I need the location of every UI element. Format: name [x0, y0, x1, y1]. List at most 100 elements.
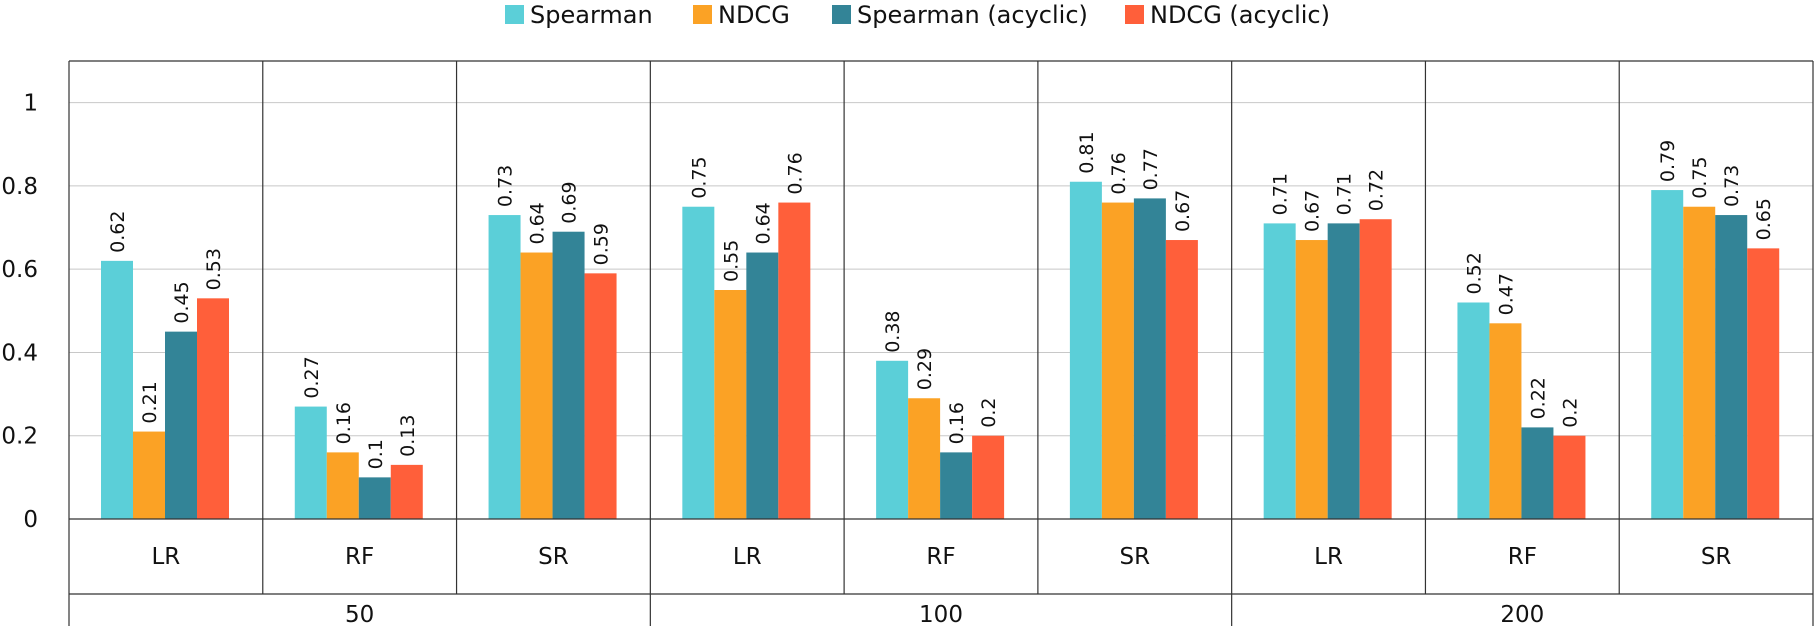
bar-200-LR-series-2 [1295, 240, 1328, 519]
bar-200-SR-series-2 [1683, 206, 1716, 519]
legend-label-3: Spearman (acyclic) [857, 1, 1088, 29]
y-tick-label: 0.6 [1, 257, 38, 283]
category-label: SR [1119, 544, 1150, 570]
bar-100-SR-series-4 [1165, 240, 1198, 519]
y-tick-label: 0.4 [1, 340, 38, 366]
y-tick-label: 1 [23, 91, 38, 117]
bar-value-label: 0.38 [882, 310, 904, 352]
bar-value-label: 0.55 [720, 240, 742, 282]
category-label: LR [151, 544, 180, 570]
y-axis-ticks: 0 0.2 0.4 0.6 0.8 1 [1, 91, 38, 533]
y-tick-label: 0.2 [1, 424, 38, 450]
bar-50-SR-series-4 [584, 273, 617, 519]
group-label: 100 [919, 602, 963, 626]
legend-swatch-3 [832, 5, 851, 24]
group-label: 200 [1500, 602, 1544, 626]
bar-value-label: 0.73 [495, 165, 517, 207]
bar-value-label: 0.64 [752, 202, 774, 244]
bar-100-LR-series-4 [778, 202, 811, 519]
bar-value-label: 0.64 [527, 202, 549, 244]
bar-100-RF-series-2 [908, 398, 941, 519]
bar-100-LR-series-3 [746, 252, 779, 519]
bar-200-SR-series-4 [1747, 248, 1780, 519]
bar-50-LR-series-1 [101, 260, 133, 519]
bar-value-label: 0.76 [1108, 152, 1130, 194]
axes [68, 60, 1814, 626]
bar-50-RF-series-1 [294, 406, 327, 519]
bar-value-label: 0.62 [107, 211, 129, 253]
bar-value-label: 0.67 [1302, 190, 1324, 232]
bar-value-label: 0.59 [591, 223, 613, 265]
bar-200-LR-series-3 [1327, 223, 1360, 519]
bar-value-label: 0.13 [397, 415, 419, 457]
category-label: LR [1314, 544, 1343, 570]
bar-100-SR-series-2 [1101, 202, 1134, 519]
legend-label-2: NDCG [718, 1, 790, 29]
bar-100-LR-series-1 [682, 206, 715, 519]
bar-value-label: 0.72 [1366, 169, 1388, 211]
bar-value-label: 0.16 [946, 402, 968, 444]
bar-200-LR-series-4 [1359, 219, 1392, 519]
bar-value-label: 0.75 [688, 156, 710, 198]
bars [101, 181, 1780, 519]
bar-value-label: 0.2 [978, 398, 1000, 428]
x-axis-categories: LR RF SR LR RF SR LR RF SR 50 100 200 [151, 544, 1731, 626]
bar-50-RF-series-2 [326, 452, 359, 519]
bar-200-RF-series-4 [1553, 435, 1586, 519]
bar-50-SR-series-2 [520, 252, 553, 519]
category-label: SR [1701, 544, 1732, 570]
bar-value-label: 0.81 [1076, 131, 1098, 173]
bar-value-label: 0.2 [1559, 398, 1581, 428]
bar-value-label: 0.45 [171, 281, 193, 323]
bar-value-labels: 0.62 0.27 0.73 0.75 0.38 0.81 0.71 0.52 0.79 0.21… [107, 131, 1775, 469]
bar-value-label: 0.52 [1463, 252, 1485, 294]
bar-value-label: 0.71 [1334, 173, 1356, 215]
category-label: RF [1508, 544, 1537, 570]
legend-label-1: Spearman [530, 1, 653, 29]
category-label: SR [538, 544, 569, 570]
bar-value-label: 0.22 [1527, 377, 1549, 419]
bar-50-SR-series-1 [488, 215, 521, 519]
legend-swatch-4 [1125, 5, 1144, 24]
bar-200-SR-series-3 [1715, 215, 1748, 519]
bar-value-label: 0.75 [1689, 156, 1711, 198]
bar-50-RF-series-4 [390, 464, 423, 519]
bar-value-label: 0.71 [1270, 173, 1292, 215]
legend-swatch-2 [693, 5, 712, 24]
bar-value-label: 0.65 [1753, 198, 1775, 240]
bar-100-SR-series-1 [1069, 181, 1102, 519]
category-label: RF [345, 544, 374, 570]
y-tick-label: 0.8 [1, 174, 38, 200]
group-label: 50 [345, 602, 374, 626]
bar-100-RF-series-3 [940, 452, 973, 519]
bar-200-RF-series-3 [1521, 427, 1554, 519]
bar-50-SR-series-3 [552, 231, 585, 519]
legend: Spearman NDCG Spearman (acyclic) NDCG (acyc… [505, 1, 1330, 29]
y-tick-label: 0 [23, 507, 38, 533]
bar-50-RF-series-3 [358, 477, 391, 519]
bar-50-LR-series-2 [133, 431, 165, 519]
bar-value-label: 0.29 [914, 348, 936, 390]
bar-100-RF-series-4 [972, 435, 1005, 519]
bar-200-LR-series-1 [1263, 223, 1296, 519]
bar-value-label: 0.47 [1495, 273, 1517, 315]
bar-value-label: 0.1 [365, 439, 387, 469]
bar-200-RF-series-2 [1489, 323, 1522, 519]
bar-100-RF-series-1 [876, 360, 909, 519]
bar-value-label: 0.76 [784, 152, 806, 194]
bar-value-label: 0.27 [301, 356, 323, 398]
gridlines [69, 102, 1813, 437]
bar-50-LR-series-4 [197, 298, 229, 519]
bar-value-label: 0.53 [203, 248, 225, 290]
bar-200-RF-series-1 [1457, 302, 1490, 519]
bar-value-label: 0.69 [559, 181, 581, 223]
legend-label-4: NDCG (acyclic) [1150, 1, 1330, 29]
bar-value-label: 0.16 [333, 402, 355, 444]
bar-value-label: 0.73 [1721, 165, 1743, 207]
category-label: RF [926, 544, 955, 570]
bar-value-label: 0.67 [1172, 190, 1194, 232]
category-label: LR [733, 544, 762, 570]
bar-200-SR-series-1 [1651, 190, 1684, 519]
bar-value-label: 0.77 [1140, 148, 1162, 190]
